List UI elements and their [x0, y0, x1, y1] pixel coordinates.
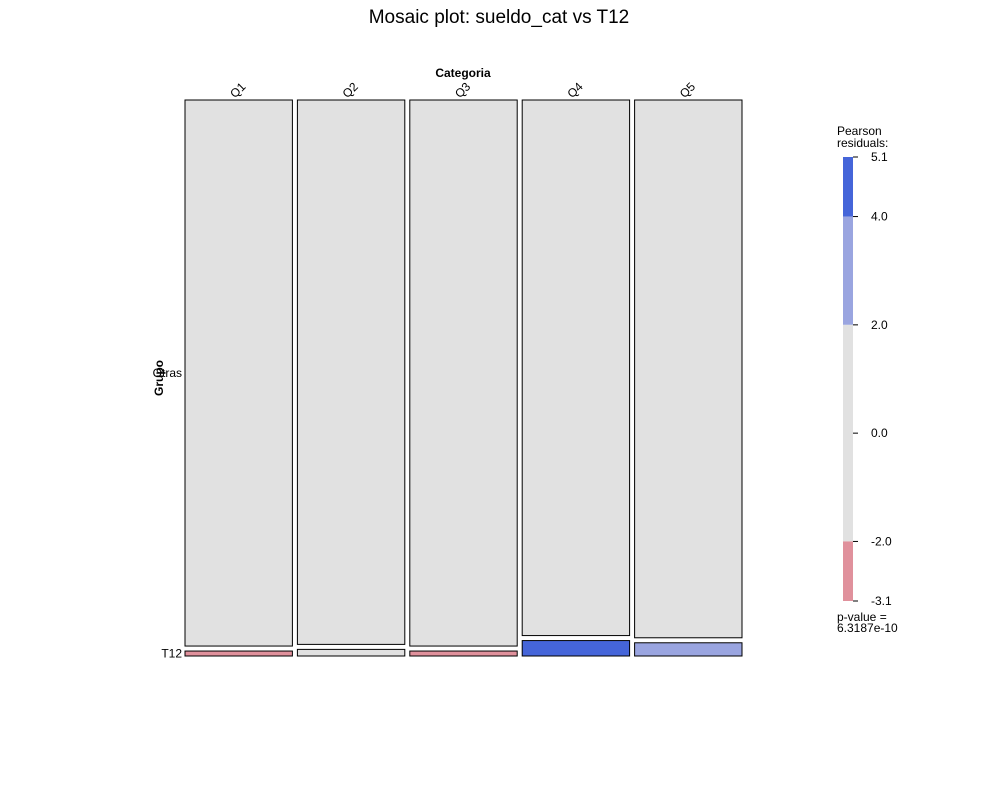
row-label-t12: T12 — [161, 647, 182, 661]
legend-band-neg — [843, 541, 853, 601]
legend-tick-label: -3.1 — [871, 594, 892, 608]
legend-tick-label: 4.0 — [871, 210, 888, 224]
column-labels: Q1 Q2 Q3 Q4 Q5 — [227, 79, 698, 100]
tile-t12-q5 — [634, 642, 743, 657]
column-label-q2: Q2 — [340, 79, 361, 100]
legend-ticks: 5.1 4.0 2.0 0.0 -2.0 -3.1 — [853, 150, 892, 608]
row-label-otras: Otras — [153, 366, 182, 380]
legend-band-mid — [843, 324, 853, 542]
legend-tick-label: -2.0 — [871, 534, 892, 548]
tile-t12-q3 — [409, 650, 518, 657]
row-variable-label: Grupo — [152, 360, 166, 396]
column-label-q3: Q3 — [452, 79, 473, 100]
column-label-q1: Q1 — [227, 79, 248, 100]
legend-tick-label: 5.1 — [871, 150, 888, 164]
tile-otras-q3 — [409, 99, 518, 647]
p-value-label: p-value = — [837, 610, 887, 624]
column-variable-label: Categoria — [435, 66, 491, 80]
tile-otras-q4 — [521, 99, 631, 637]
legend-title-line2: residuals: — [837, 136, 888, 150]
column-label-q5: Q5 — [677, 79, 698, 100]
legend-title-line1: Pearson — [837, 124, 882, 138]
mosaic-tiles — [184, 99, 743, 657]
legend-tick-label: 2.0 — [871, 318, 888, 332]
tile-otras-q2 — [296, 99, 406, 645]
tile-otras-q1 — [184, 99, 293, 647]
legend-band-pos — [843, 216, 853, 325]
chart-title: Mosaic plot: sueldo_cat vs T12 — [369, 7, 630, 28]
tile-t12-q4 — [521, 640, 631, 657]
legend-color-bar — [843, 157, 853, 601]
residual-legend: Pearson residuals: 5.14.02.00.0-2.0-3.1 … — [837, 124, 898, 635]
tile-t12-q2 — [296, 648, 406, 657]
legend-tick-label: 0.0 — [871, 426, 888, 440]
p-value-number: 6.3187e-10 — [837, 621, 898, 635]
column-label-q4: Q4 — [564, 79, 585, 100]
tile-otras-q5 — [634, 99, 743, 639]
legend-band-high — [843, 157, 853, 217]
tile-t12-q1 — [184, 650, 293, 657]
row-labels: Otras T12 — [153, 366, 183, 661]
